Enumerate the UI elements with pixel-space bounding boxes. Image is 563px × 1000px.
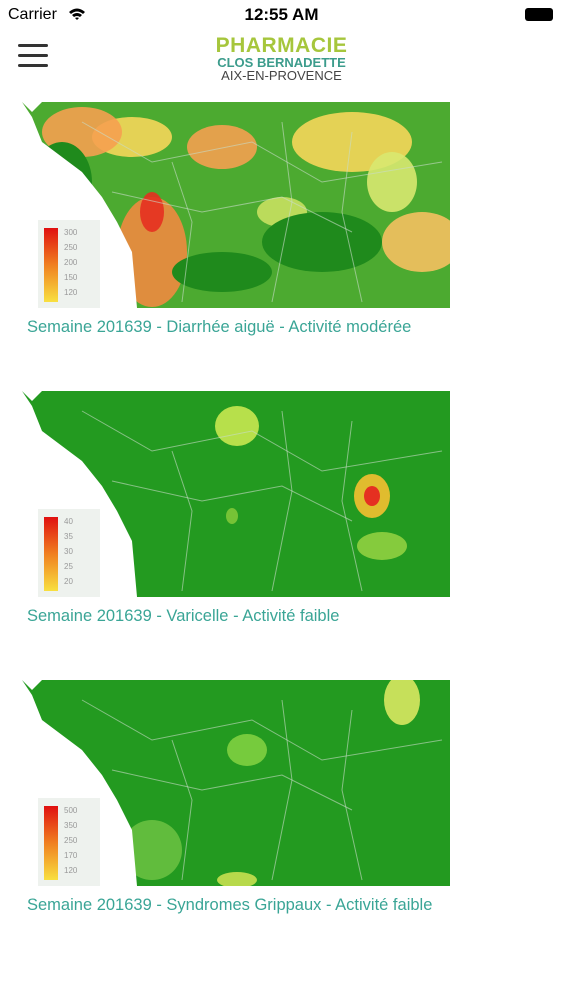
map-card[interactable]: 40 35 30 25 20 Semaine 201639 - Varicelle - A… bbox=[0, 391, 563, 631]
legend-label: 20 bbox=[64, 577, 73, 586]
map-zone bbox=[367, 152, 417, 212]
caption: Semaine 201639 - Syndromes Grippaux - Ac… bbox=[27, 896, 433, 914]
legend-bar bbox=[44, 806, 58, 880]
map-zone bbox=[122, 820, 182, 880]
logo-line: AIX-EN-PROVENCE bbox=[221, 68, 342, 83]
map-zone bbox=[382, 212, 450, 272]
wifi-icon bbox=[69, 8, 85, 20]
map-zone bbox=[172, 252, 272, 292]
logo-line: PHARMACIE bbox=[215, 34, 348, 57]
logo: PHARMACIE CLOS BERNADETTE AIX-EN-PROVENC… bbox=[0, 35, 563, 82]
map-zone bbox=[384, 680, 420, 725]
caption: Semaine 201639 - Varicelle - Activité fa… bbox=[27, 607, 340, 625]
map-zone bbox=[364, 486, 380, 506]
map-card[interactable]: 500 350 250 170 120 Semaine 201639 - Syndrome… bbox=[0, 680, 563, 920]
region-border bbox=[81, 121, 443, 183]
legend-label: 500 bbox=[64, 806, 78, 815]
legend-label: 30 bbox=[64, 547, 73, 556]
legend-label: 350 bbox=[64, 821, 78, 830]
legend-label: 150 bbox=[64, 273, 78, 282]
region-border bbox=[111, 191, 353, 233]
region-border bbox=[81, 410, 443, 472]
map-zone bbox=[117, 197, 187, 307]
clock: 12:55 AM bbox=[244, 5, 319, 24]
legend-label: 120 bbox=[64, 288, 78, 297]
region-border bbox=[111, 769, 353, 811]
battery bbox=[525, 8, 553, 21]
legend-label: 250 bbox=[64, 836, 78, 845]
legend-label: 35 bbox=[64, 532, 73, 541]
region-border bbox=[171, 739, 193, 881]
map-zone bbox=[226, 508, 238, 524]
region-border bbox=[271, 121, 293, 303]
map-zone bbox=[187, 125, 257, 169]
map-zone bbox=[357, 532, 407, 560]
logo-line: CLOS BERNADETTE bbox=[217, 55, 346, 70]
legend-bar bbox=[44, 517, 58, 591]
legend-label: 25 bbox=[64, 562, 73, 571]
map: 300 250 200 150 120 bbox=[22, 102, 450, 308]
legend-label: 250 bbox=[64, 243, 78, 252]
menu-button[interactable] bbox=[18, 44, 48, 74]
legend-label: 200 bbox=[64, 258, 78, 267]
map-zone bbox=[215, 406, 259, 446]
legend-label: 300 bbox=[64, 228, 78, 237]
region-border bbox=[171, 450, 193, 592]
legend-label: 40 bbox=[64, 517, 73, 526]
region-border bbox=[341, 709, 363, 881]
map: 40 35 30 25 20 bbox=[22, 391, 450, 597]
map: 500 350 250 170 120 bbox=[22, 680, 450, 886]
status-bar: Carrier 12:55 AM bbox=[0, 0, 563, 30]
legend-bar bbox=[44, 228, 58, 302]
region-border bbox=[271, 410, 293, 592]
legend-label: 170 bbox=[64, 851, 78, 860]
region-border bbox=[171, 161, 193, 303]
map-zone bbox=[217, 872, 257, 886]
map-card[interactable]: 300 250 200 150 120 Semaine 201639 - Diarrhée… bbox=[0, 102, 563, 342]
map-zone bbox=[140, 192, 164, 232]
legend-label: 120 bbox=[64, 866, 78, 875]
region-border bbox=[271, 699, 293, 881]
region-border bbox=[341, 420, 363, 592]
region-border bbox=[81, 699, 443, 761]
caption: Semaine 201639 - Diarrhée aiguë - Activi… bbox=[27, 318, 412, 336]
map-zone bbox=[227, 734, 267, 766]
carrier: Carrier bbox=[8, 6, 57, 23]
region-border bbox=[111, 480, 353, 522]
region-border bbox=[341, 131, 363, 303]
